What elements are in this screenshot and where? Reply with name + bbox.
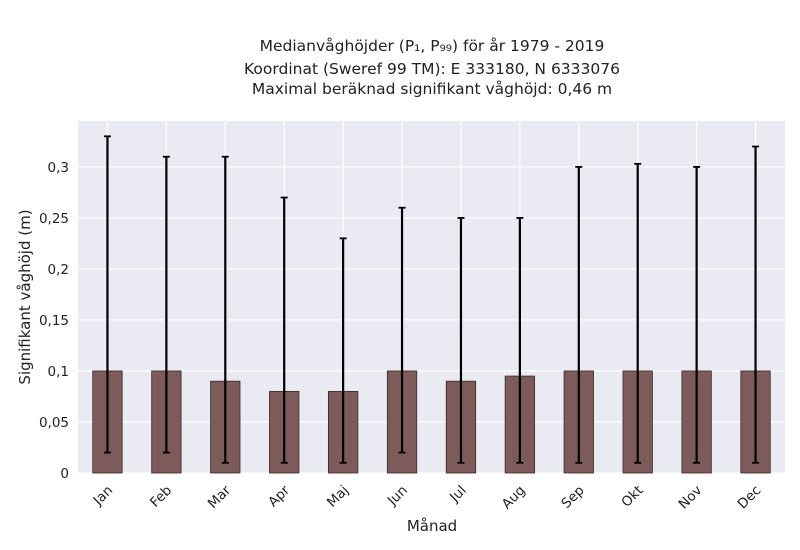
- x-tick-label: Jan: [90, 483, 117, 510]
- error-bar-dec: [752, 145, 760, 464]
- x-tick-label: Jul: [446, 483, 470, 507]
- error-bar-apr: [280, 196, 288, 464]
- title-line-3: Maximal beräknad signifikant våghöjd: 0,…: [252, 80, 612, 98]
- y-tick-label: 0,2: [48, 262, 69, 278]
- error-bars: [103, 135, 760, 464]
- x-tick-label: Dec: [735, 483, 765, 513]
- y-axis-label: Signifikant våghöjd (m): [16, 209, 34, 384]
- x-tick-label: Okt: [618, 483, 646, 511]
- y-axis-ticks: 0 0,05 0,1 0,15 0,2 0,25 0,3: [39, 160, 69, 482]
- x-tick-label: Nov: [676, 483, 706, 513]
- error-bar-okt: [634, 162, 642, 464]
- error-bar-jun: [398, 206, 406, 454]
- y-tick-label: 0,25: [39, 211, 69, 227]
- plot-area: [78, 121, 785, 473]
- title-line-1: Medianvåghöjder (P₁, P₉₉) för år 1979 - …: [260, 37, 605, 55]
- error-bar-mar: [221, 155, 229, 464]
- error-bar-aug: [516, 217, 524, 464]
- error-bar-feb: [162, 155, 170, 454]
- x-tick-label: Apr: [265, 482, 293, 510]
- error-bar-maj: [339, 237, 347, 464]
- x-tick-label: Sep: [558, 483, 587, 512]
- error-bar-jul: [457, 217, 465, 464]
- chart-title: Medianvåghöjder (P₁, P₉₉) för år 1979 - …: [244, 37, 620, 98]
- x-tick-label: Feb: [147, 483, 175, 511]
- y-tick-label: 0,15: [39, 313, 69, 329]
- x-axis-label: Månad: [407, 517, 457, 535]
- error-bar-sep: [575, 166, 583, 464]
- x-axis-ticks: Jan Feb Mar Apr Maj Jun Jul Aug Sep Okt Nov Dec: [90, 482, 765, 512]
- error-bar-jan: [103, 135, 111, 454]
- y-tick-label: 0: [60, 466, 69, 482]
- x-tick-label: Jun: [384, 483, 411, 510]
- y-tick-label: 0,3: [48, 160, 69, 176]
- title-line-2: Koordinat (Sweref 99 TM): E 333180, N 63…: [244, 60, 620, 78]
- x-tick-label: Aug: [499, 483, 529, 513]
- x-tick-label: Maj: [324, 483, 352, 511]
- error-bar-nov: [693, 166, 701, 464]
- x-tick-label: Mar: [205, 482, 235, 512]
- y-tick-label: 0,1: [48, 364, 69, 380]
- y-tick-label: 0,05: [39, 415, 69, 431]
